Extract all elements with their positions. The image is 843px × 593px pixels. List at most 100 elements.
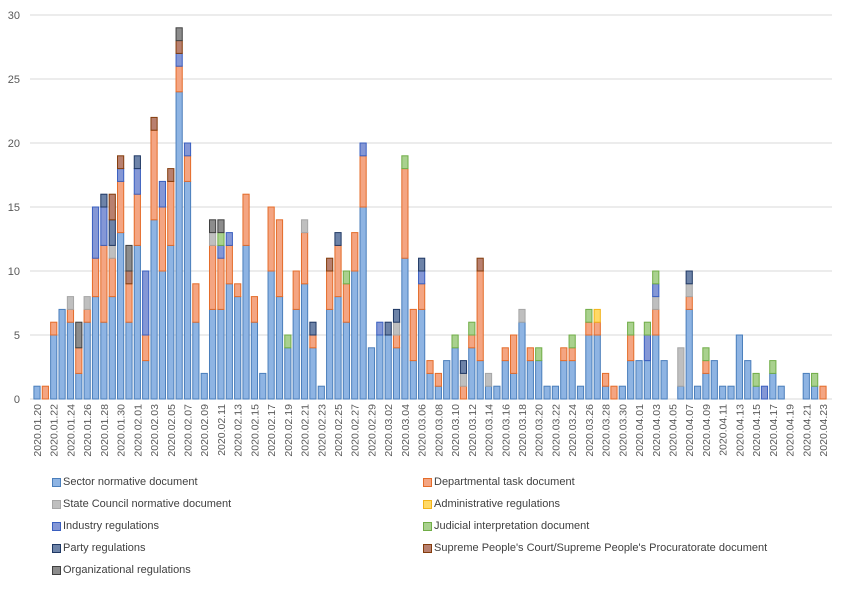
bar-segment [384,334,392,400]
bar-segment [175,91,183,400]
bar-segment [208,308,217,400]
bar-segment [501,347,509,362]
bar-segment [618,385,626,400]
bar-segment [769,360,777,374]
x-tick-label: 2020.03.12 [467,404,479,457]
bar-segment [217,244,225,259]
x-tick-label: 2020.01.22 [49,404,61,457]
bar-segment [225,232,233,246]
bar-segment [317,385,325,400]
bar-segment [342,283,350,323]
bar-segment [426,372,434,400]
bar-segment [735,334,743,400]
bar-segment [309,321,317,336]
x-tick-label: 2020.02.11 [216,404,228,456]
x-tick-label: 2020.02.29 [366,404,378,457]
bar-segment [660,360,668,400]
bar-segment [685,308,693,400]
x-tick-label: 2020.02.17 [266,404,278,457]
bar-segment [459,372,468,387]
bar-segment [125,321,133,400]
bar-segment [468,321,476,336]
x-tick-label: 2020.04.23 [818,404,830,457]
bar-segment [752,372,760,387]
bar-segment [75,321,83,349]
x-tick-label: 2020.02.19 [283,404,295,457]
x-tick-label: 2020.02.15 [249,404,261,457]
bar-segment [568,360,576,400]
bar-segment [50,334,58,400]
bar-segment [652,334,660,400]
bar-segment [811,372,819,387]
bar-segment [401,168,409,259]
bar-segment [150,219,158,400]
x-tick-label: 2020.03.06 [417,404,429,457]
bar-segment [83,296,91,310]
x-tick-label: 2020.02.25 [333,404,345,457]
bar-segment [133,155,141,170]
x-tick-label: 2020.04.13 [734,404,746,457]
x-tick-label: 2020.03.10 [450,404,462,457]
y-tick-label: 30 [8,10,20,22]
bar-segment [133,168,141,195]
bar-segment [108,244,116,259]
x-tick-label: 2020.03.24 [567,404,579,457]
bar-segment [409,308,417,362]
bar-segment [125,244,133,272]
bar-segment [551,385,560,400]
bar-segment [359,155,367,208]
bar-segment [760,385,769,400]
bar-segment [326,308,334,400]
bar-segment [192,283,200,323]
x-tick-label: 2020.03.30 [617,404,629,457]
bar-segment [652,308,660,336]
bar-segment [493,385,501,400]
bar-segment [275,219,284,298]
bar-segment [259,372,267,400]
y-tick-label: 15 [8,202,20,214]
bar-segment [133,193,141,246]
bar-segment [652,283,660,298]
bar-segment [234,283,242,298]
bar-segment [510,372,518,400]
bar-segment [635,360,643,400]
bar-segment [727,385,735,400]
bar-segment [250,321,259,400]
bar-segment [518,308,526,323]
x-tick-label: 2020.03.20 [534,404,546,457]
bar-segment [568,347,576,362]
bar-segment [585,308,593,323]
bar-segment [83,321,91,400]
bar-segment [510,334,518,374]
bar-segment [518,321,526,400]
bar-segment [351,232,359,272]
bar-segment [175,65,183,93]
bar-segment [601,372,610,387]
x-tick-label: 2020.01.24 [65,404,77,457]
bar-segment [100,193,108,208]
bar-segment [108,193,116,221]
bar-segment [543,385,551,400]
bar-segment [142,360,150,400]
bar-segment [401,155,409,170]
bar-segment [752,385,760,400]
bar-segment [217,257,225,310]
x-tick-label: 2020.02.09 [199,404,211,457]
bar-segment [677,347,685,387]
x-tick-label: 2020.04.05 [667,404,679,457]
bar-segment [593,321,601,336]
bar-segment [75,372,83,400]
x-tick-label: 2020.01.20 [32,404,44,457]
bar-segment [125,270,133,285]
bar-segment [702,372,710,400]
bar-segment [200,372,208,400]
bar-segment [175,52,183,67]
bar-segment [117,168,125,182]
y-tick-label: 25 [8,74,20,86]
bar-segment [710,360,718,400]
x-tick-label: 2020.03.14 [484,404,496,457]
bar-segment [250,296,259,323]
bar-segment [242,193,250,246]
bar-segment [326,257,334,272]
